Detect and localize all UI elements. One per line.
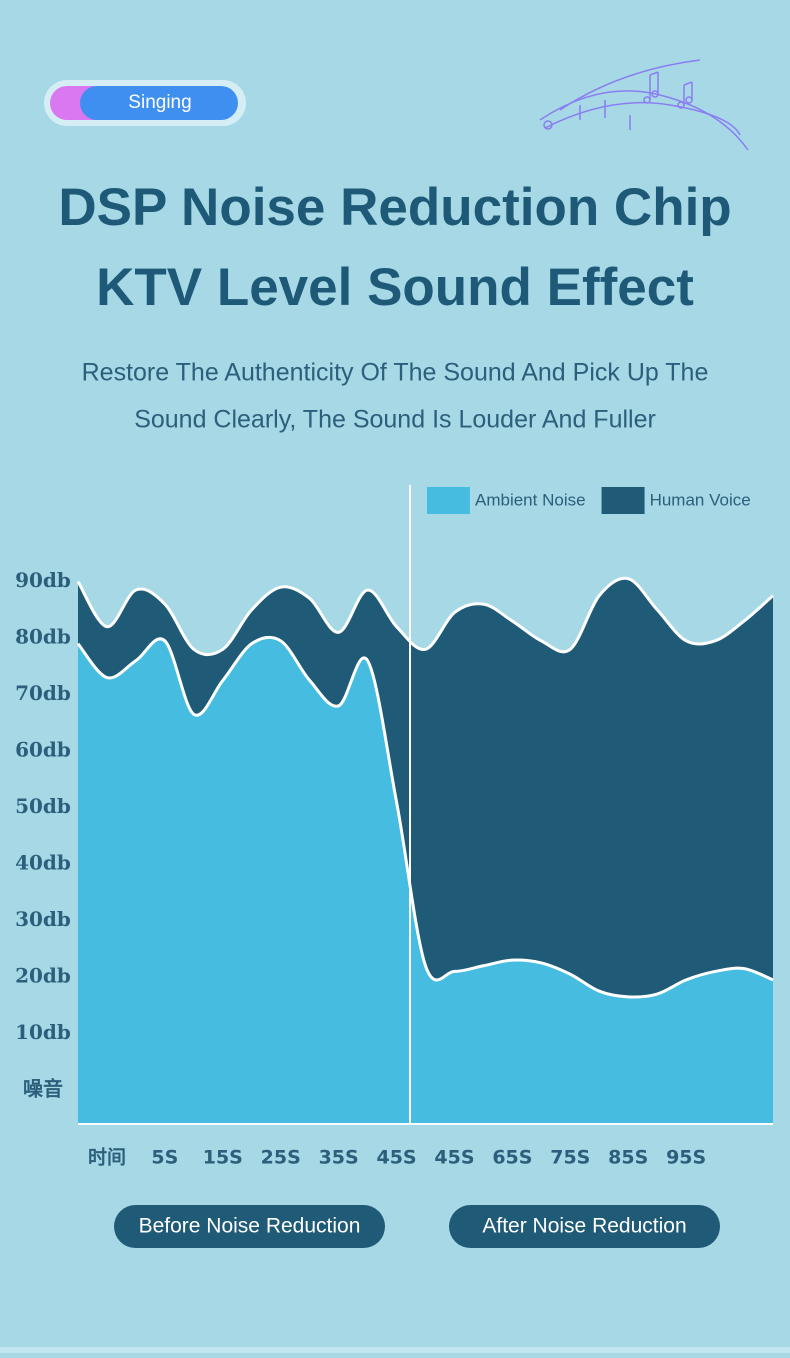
area-outline	[76, 576, 774, 657]
y-tick-label: 90db	[15, 568, 71, 592]
x-tick-label: 45S	[434, 1147, 474, 1169]
y-tick-label: 40db	[15, 851, 71, 875]
legend-label: Human Voice	[650, 490, 751, 509]
y-tick-label: 60db	[15, 738, 71, 762]
annotation: After Noise Reduction	[482, 1215, 686, 1238]
y-tick-label: 10db	[15, 1020, 71, 1044]
music-notes	[539, 59, 749, 151]
x-tick-label: 65S	[492, 1147, 532, 1169]
y-tick-label: 50db	[15, 794, 71, 818]
x-tick-label: 35S	[319, 1147, 359, 1169]
legend-swatch	[601, 487, 645, 514]
area	[78, 637, 773, 1124]
badge-text: Singing	[128, 92, 191, 113]
area-outline	[76, 635, 774, 999]
x-tick-label: 45S	[376, 1147, 416, 1169]
badge	[80, 86, 238, 120]
legend-swatch	[427, 487, 470, 514]
button	[449, 1205, 720, 1248]
x-tick-label: 时间	[88, 1147, 126, 1169]
subtitle: Restore The Authenticity Of The Sound An…	[82, 359, 709, 387]
legend-label: Ambient Noise	[475, 490, 586, 509]
title: DSP Noise Reduction Chip	[58, 178, 731, 237]
subtitle: Sound Clearly, The Sound Is Louder And F…	[134, 406, 656, 434]
x-tick-label: 25S	[261, 1147, 301, 1169]
annotation: Before Noise Reduction	[139, 1215, 361, 1238]
y-tick-label: 噪音	[23, 1077, 63, 1101]
y-tick-label: 70db	[15, 681, 71, 705]
y-tick-label: 80db	[15, 625, 71, 649]
bottom-strip	[0, 1347, 790, 1353]
x-tick-label: 15S	[203, 1147, 243, 1169]
x-tick-label: 85S	[608, 1147, 648, 1169]
x-tick-label: 5S	[151, 1147, 178, 1169]
x-tick-label: 75S	[550, 1147, 590, 1169]
x-tick-label: 95S	[666, 1147, 706, 1169]
button	[114, 1205, 385, 1248]
y-tick-label: 20db	[15, 964, 71, 988]
y-tick-label: 30db	[15, 907, 71, 931]
plot: 噪音 10db 20db 30db 40db 50db 60db 70db 80db 90db 时间…	[15, 485, 774, 1169]
title: KTV Level Sound Effect	[96, 258, 694, 317]
